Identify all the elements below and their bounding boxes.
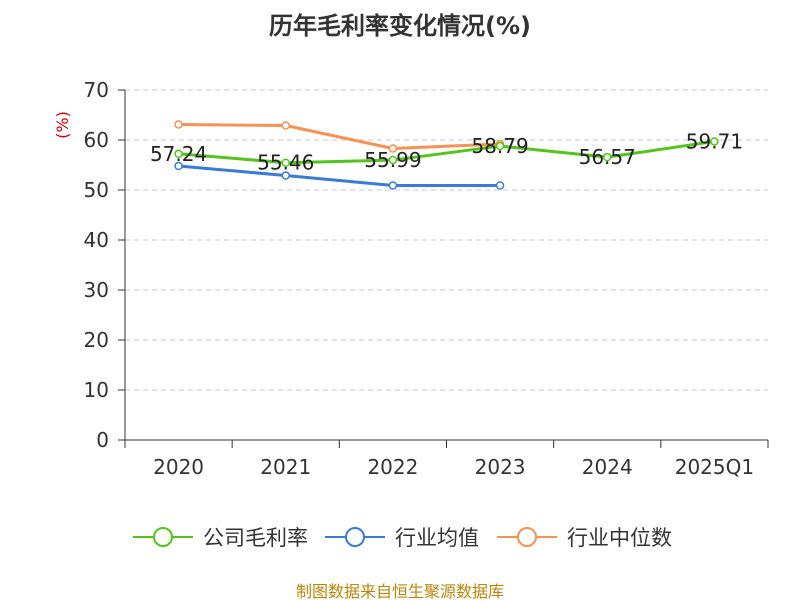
- axes: 0 10 20 30 40 50 60 70 (%) 2020 2021 2022 2023 2024 20…: [53, 78, 769, 479]
- legend: 公司毛利率 行业均值 行业中位数: [133, 526, 672, 550]
- legend-swatch-marker: [345, 527, 365, 547]
- data-point: [281, 158, 290, 167]
- y-tick-label: 20: [84, 328, 109, 352]
- data-label: 59.71: [686, 129, 743, 153]
- data-point: [388, 181, 398, 190]
- data-label: 55.99: [364, 148, 421, 172]
- data-point: [388, 155, 398, 165]
- data-point: [495, 141, 505, 151]
- data-label: 56.57: [579, 145, 636, 169]
- data-point: [174, 149, 183, 159]
- legend-swatch-marker: [517, 527, 537, 547]
- x-tick-label: 2020: [153, 455, 204, 479]
- data-point: [281, 171, 290, 180]
- y-tick-label: 10: [84, 378, 109, 402]
- y-tick-label: 50: [84, 178, 109, 202]
- data-point: [603, 152, 612, 162]
- series-line: [178, 139, 715, 165]
- grid-lines: [125, 89, 768, 391]
- series: [174, 120, 719, 190]
- data-point: [174, 161, 183, 171]
- x-tick-label: 2022: [367, 455, 418, 479]
- y-tick-label: 30: [84, 278, 109, 302]
- y-tick-label: 70: [84, 78, 109, 102]
- x-tick-label: 2024: [582, 455, 633, 479]
- data-labels: 57.24 55.46 55.99 58.79 56.57 59.71: [150, 129, 743, 174]
- legend-label: 公司毛利率: [203, 526, 308, 550]
- data-label: 58.79: [471, 134, 528, 158]
- x-tick-label: 2025Q1: [675, 455, 754, 479]
- data-label: 57.24: [150, 142, 207, 166]
- y-axis-label: (%): [53, 111, 72, 139]
- legend-swatch-marker: [153, 527, 173, 547]
- series-line: [178, 164, 501, 187]
- data-point: [174, 120, 183, 129]
- data-point: [388, 144, 398, 153]
- x-tick-label: 2021: [260, 455, 311, 479]
- chart-title: 历年毛利率变化情况(%): [269, 12, 531, 40]
- x-tick-label: 2023: [475, 455, 526, 479]
- data-source-note: 制图数据来自恒生聚源数据库: [295, 582, 504, 601]
- y-tick-label: 60: [84, 128, 109, 152]
- legend-label: 行业中位数: [567, 526, 672, 550]
- data-point: [710, 137, 719, 146]
- data-label: 55.46: [257, 151, 314, 175]
- y-tick-label: 0: [96, 428, 109, 452]
- y-tick-label: 40: [84, 228, 109, 252]
- data-point: [495, 181, 505, 190]
- data-point: [281, 121, 290, 130]
- legend-label: 行业均值: [395, 526, 479, 550]
- series-line: [178, 123, 501, 150]
